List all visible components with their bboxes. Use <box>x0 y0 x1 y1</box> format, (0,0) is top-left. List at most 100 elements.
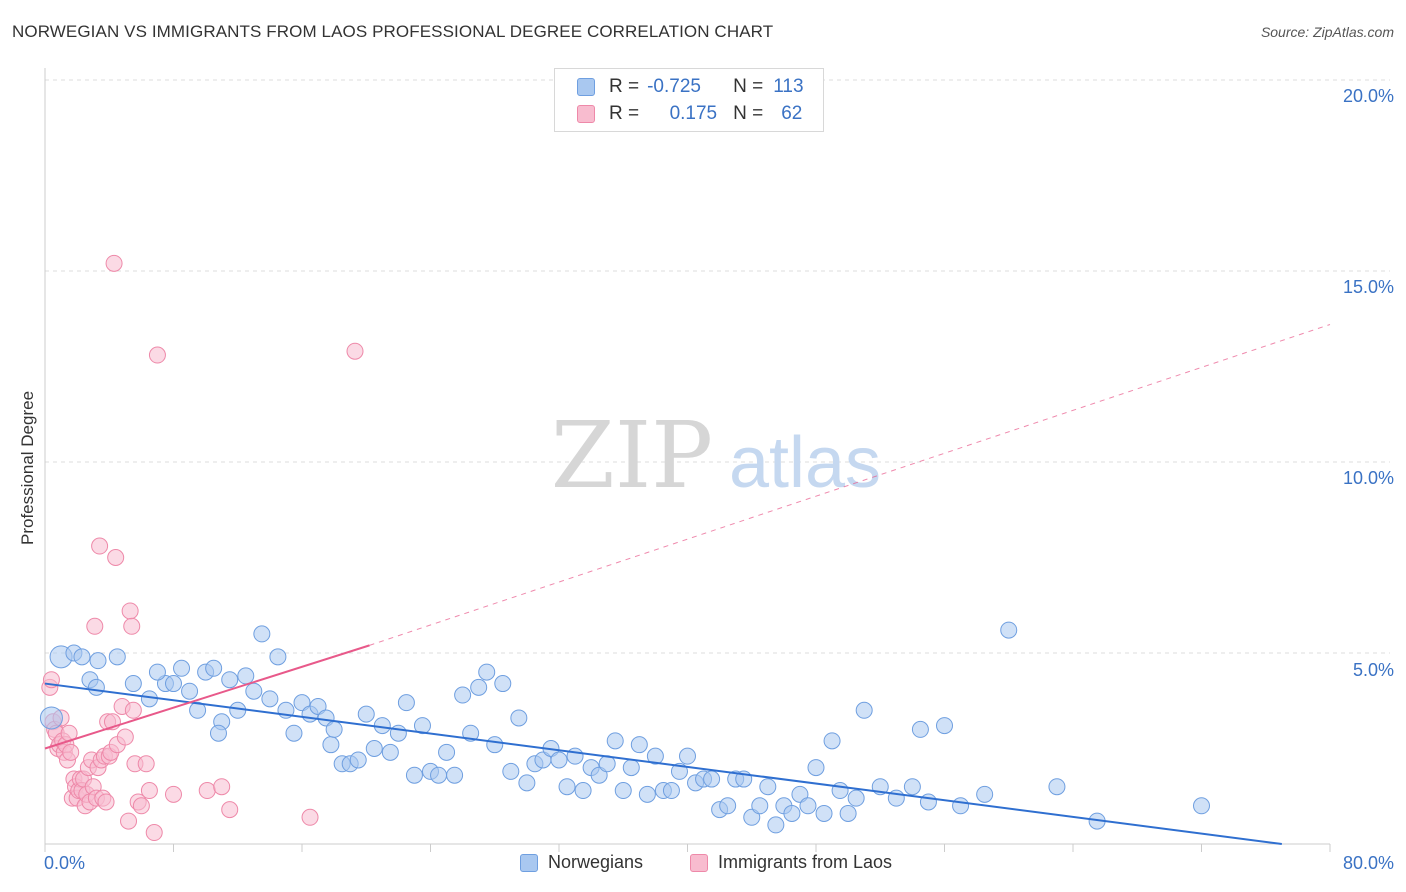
legend-r-label: R = <box>609 76 640 97</box>
series-laos-points <box>41 254 364 842</box>
legend-n-value: 113 <box>773 76 804 97</box>
laos-point <box>97 793 115 811</box>
norwegian-point <box>381 743 399 761</box>
laos-point <box>123 617 141 635</box>
norwegian-point <box>285 724 303 742</box>
norwegian-point <box>446 766 464 784</box>
norwegian-point <box>357 705 375 723</box>
norwegian-point <box>438 743 456 761</box>
norwegian-point <box>855 701 873 719</box>
laos-point <box>107 549 125 566</box>
norwegian-point <box>679 747 696 765</box>
norwegian-point <box>903 778 921 796</box>
laos-point <box>121 602 139 620</box>
norwegian-point <box>181 682 199 700</box>
laos-point <box>145 824 163 842</box>
series-norwegians-points <box>39 621 1210 834</box>
watermark: ZIP atlas <box>551 402 881 509</box>
laos-point <box>221 801 239 819</box>
norwegian-point <box>839 804 857 822</box>
source-credit: Source: ZipAtlas.com <box>1260 24 1394 40</box>
legend-swatch-pink <box>577 105 595 123</box>
laos-point <box>198 782 216 800</box>
laos-point <box>116 728 134 746</box>
norwegian-point <box>574 782 592 800</box>
laos-trend-line-extended <box>369 324 1331 646</box>
norwegian-point <box>550 751 568 769</box>
norwegian-point <box>1000 621 1018 639</box>
chart-title: NORWEGIAN VS IMMIGRANTS FROM LAOS PROFES… <box>12 22 774 41</box>
norwegian-point <box>253 625 271 643</box>
norwegian-point <box>494 675 512 693</box>
norwegian-point <box>237 667 255 685</box>
norwegian-point <box>638 785 656 803</box>
norwegian-point <box>510 709 528 727</box>
y-tick-label: 10.0% <box>1342 468 1394 488</box>
norwegian-point <box>349 751 367 769</box>
y-tick-label: 20.0% <box>1342 86 1394 106</box>
norwegian-point <box>245 682 263 700</box>
laos-point <box>120 812 138 830</box>
legend-r-value: -0.725 <box>647 76 701 97</box>
norwegian-point <box>454 686 472 704</box>
legend-r-value: 0.175 <box>669 103 718 124</box>
bottom-legend-label: Immigrants from Laos <box>718 852 893 872</box>
norwegian-point <box>614 782 632 800</box>
norwegian-point <box>229 701 247 719</box>
norwegian-point <box>936 717 953 735</box>
legend-r-label: R = <box>609 103 640 124</box>
norwegian-point <box>1193 797 1210 815</box>
norwegian-point <box>606 732 624 750</box>
norwegian-point <box>173 659 191 677</box>
norwegian-point <box>209 724 227 742</box>
norwegian-point <box>205 659 223 677</box>
laos-point <box>105 254 123 272</box>
norwegian-point <box>73 648 91 666</box>
y-axis-label: Professional Degree <box>18 390 37 545</box>
bottom-legend-laos: Immigrants from Laos <box>690 852 892 873</box>
norwegian-point <box>478 663 496 681</box>
norwegian-point <box>831 782 849 800</box>
norwegian-point <box>919 793 937 811</box>
laos-point <box>62 743 80 761</box>
norwegian-point <box>39 706 63 730</box>
norwegian-point <box>389 724 407 742</box>
norwegian-point <box>662 782 680 800</box>
norwegian-point <box>140 690 158 708</box>
bottom-legend-norwegians: Norwegians <box>520 852 643 873</box>
legend-n-label: N = <box>733 103 764 124</box>
laos-point <box>148 346 166 364</box>
norwegian-point <box>847 789 865 807</box>
laos-trend-line <box>44 644 370 750</box>
laos-point <box>124 701 142 719</box>
laos-point <box>301 808 319 826</box>
trend-lines <box>44 324 1331 845</box>
norwegian-point <box>1048 778 1066 796</box>
norwegian-point <box>759 778 777 796</box>
norwegian-point <box>823 732 841 750</box>
norwegian-point <box>221 671 239 689</box>
watermark-zip: ZIP <box>551 402 713 509</box>
norwegian-point <box>502 762 520 780</box>
norwegian-point <box>518 774 536 792</box>
norwegian-point <box>719 797 737 815</box>
norwegian-point <box>189 701 207 719</box>
gridlines <box>45 79 1390 654</box>
norwegian-point <box>799 797 817 815</box>
norwegian-point <box>165 675 182 693</box>
norwegian-point <box>807 759 825 777</box>
x-tick-label-min: 0.0% <box>44 853 86 873</box>
norwegian-point <box>670 762 688 780</box>
norwegian-point <box>976 785 994 803</box>
laos-point <box>132 797 150 815</box>
bottom-legend-label: Norwegians <box>548 852 644 872</box>
norwegian-point <box>911 720 929 738</box>
norwegian-point <box>261 690 279 708</box>
norwegian-point <box>124 675 142 693</box>
y-axis-label-wrap: Professional Degree <box>18 391 38 725</box>
norwegian-point <box>430 766 448 784</box>
y-tick-label: 15.0% <box>1342 277 1394 297</box>
y-tick-label: 5.0% <box>1352 660 1394 680</box>
norwegian-point <box>566 747 584 765</box>
